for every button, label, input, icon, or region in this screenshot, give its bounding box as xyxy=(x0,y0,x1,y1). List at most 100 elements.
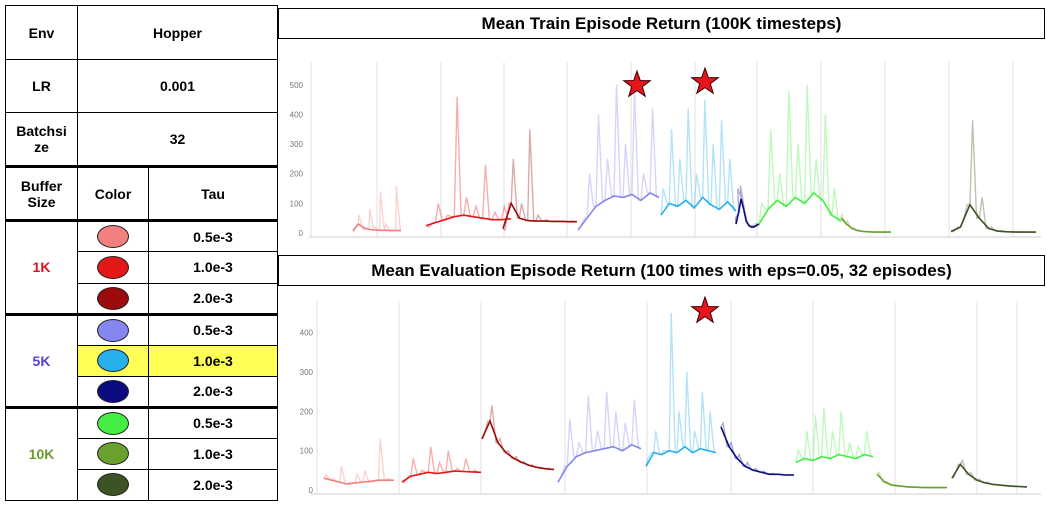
series-raw-line-1k-1.0e-3 xyxy=(402,446,481,483)
series-line-1k-0.5e-3 xyxy=(352,223,401,232)
y-tick-label: 300 xyxy=(300,368,314,377)
y-tick-label: 0 xyxy=(299,229,304,238)
color-swatch-cell xyxy=(77,437,149,470)
color-swatch-cell xyxy=(77,468,149,502)
color-swatch xyxy=(97,286,129,310)
series-raw-line-1k-0.5e-3 xyxy=(323,438,394,485)
color-swatch xyxy=(97,442,129,466)
series-raw-line-5k-1.0e-3 xyxy=(645,312,716,467)
color-swatch-cell xyxy=(77,251,149,284)
table-row: 1.0e-3 xyxy=(6,251,278,284)
series-raw-line-1k-2.0e-3 xyxy=(502,129,577,232)
lr-label: LR xyxy=(5,59,78,114)
tau-value: 0.5e-3 xyxy=(148,312,278,346)
lr-value: 0.001 xyxy=(77,59,278,114)
color-swatch xyxy=(97,411,129,435)
series-line-1k-1.0e-3 xyxy=(425,214,512,227)
series-raw-line-1k-1.0e-3 xyxy=(425,96,511,228)
series-line-5k-1.0e-3 xyxy=(660,196,737,216)
series-raw-line-5k-2.0e-3 xyxy=(720,420,794,476)
series-line-5k-0.5e-3 xyxy=(577,192,660,231)
series-raw-line-10k-2.0e-3 xyxy=(951,120,1036,233)
env-label: Env xyxy=(5,4,78,61)
series-raw-line-5k-1.0e-3 xyxy=(660,99,736,216)
table-row: 2.0e-3 xyxy=(6,282,278,315)
eval-chart-title: Mean Evaluation Episode Return (100 time… xyxy=(278,255,1045,286)
color-swatch-cell xyxy=(77,344,149,377)
table-row: LR 0.001 xyxy=(5,59,278,114)
table-row: 5K 0.5e-3 xyxy=(5,312,278,408)
series-raw-line-10k-1.0e-3 xyxy=(876,471,947,489)
color-swatch-cell xyxy=(77,282,149,315)
series-raw-line-10k-0.5e-3 xyxy=(795,407,873,463)
series-line-10k-0.5e-3 xyxy=(758,191,842,225)
series-line-5k-0.5e-3 xyxy=(557,443,642,483)
y-tick-label: 200 xyxy=(300,407,314,416)
tau-value: 2.0e-3 xyxy=(148,282,278,315)
color-swatch-cell xyxy=(77,219,149,253)
env-value: Hopper xyxy=(77,4,278,61)
color-swatch xyxy=(97,349,129,373)
series-line-1k-0.5e-3 xyxy=(323,477,394,485)
series-line-1k-2.0e-3 xyxy=(502,201,577,229)
series-line-5k-1.0e-3 xyxy=(645,445,717,467)
tau-value: 2.0e-3 xyxy=(148,375,278,408)
color-swatch-cell xyxy=(77,312,149,346)
best-run-star-marker xyxy=(622,69,652,98)
series-raw-line-10k-0.5e-3 xyxy=(758,84,841,225)
table-row: Batchsi ze 32 xyxy=(5,112,278,168)
series-line-10k-1.0e-3 xyxy=(840,217,891,233)
train-chart: 0 100 200 300 400 500 xyxy=(290,62,1041,238)
series-line-10k-0.5e-3 xyxy=(795,453,874,464)
train-chart-title: Mean Train Episode Return (100K timestep… xyxy=(278,8,1045,39)
series-raw-line-5k-0.5e-3 xyxy=(557,391,641,483)
series-line-10k-1.0e-3 xyxy=(876,473,947,489)
config-table: Env Hopper LR 0.001 Batchsi ze 32 Buffer Size C… xyxy=(5,4,278,502)
y-tick-label: 100 xyxy=(300,447,314,456)
tau-value: 1.0e-3 xyxy=(148,344,278,377)
batchsize-label: Batchsi ze xyxy=(5,112,78,168)
buffer-size-10k: 10K xyxy=(5,405,78,502)
series-line-5k-2.0e-3 xyxy=(720,426,794,476)
y-tick-label: 300 xyxy=(290,140,304,149)
buffer-size-5k: 5K xyxy=(5,312,78,408)
tau-value: 1.0e-3 xyxy=(148,251,278,284)
y-tick-label: 0 xyxy=(309,486,314,495)
table-row: 10K 0.5e-3 xyxy=(5,405,278,502)
buffer-size-1k: 1K xyxy=(5,219,78,315)
color-swatch xyxy=(97,225,129,249)
tau-value: 2.0e-3 xyxy=(148,468,278,502)
color-swatch xyxy=(97,255,129,279)
best-run-star-marker xyxy=(690,66,720,95)
series-raw-line-5k-0.5e-3 xyxy=(577,84,659,231)
color-swatch-cell xyxy=(77,405,149,439)
eval-chart: 0 100 200 300 400 xyxy=(300,295,1041,495)
color-header: Color xyxy=(77,165,149,222)
table-row: Buffer Size Color Tau xyxy=(5,165,278,222)
series-line-5k-2.0e-3 xyxy=(735,198,760,228)
series-line-1k-1.0e-3 xyxy=(401,470,482,483)
color-swatch xyxy=(97,379,129,403)
y-tick-label: 200 xyxy=(290,170,304,179)
tau-value: 0.5e-3 xyxy=(148,405,278,439)
tau-header: Tau xyxy=(148,165,278,222)
color-swatch-cell xyxy=(77,375,149,408)
table-row: Env Hopper xyxy=(5,4,278,61)
color-swatch xyxy=(97,473,129,497)
batchsize-value: 32 xyxy=(77,112,278,168)
config-table-body: Env Hopper LR 0.001 Batchsi ze 32 Buffer Size C… xyxy=(5,4,278,502)
table-row: 1K 0.5e-3 xyxy=(5,219,278,315)
tau-value: 1.0e-3 xyxy=(148,437,278,470)
series-line-10k-2.0e-3 xyxy=(950,203,1036,233)
y-tick-label: 400 xyxy=(300,329,314,338)
color-swatch xyxy=(97,318,129,342)
series-line-1k-2.0e-3 xyxy=(481,418,555,471)
y-tick-label: 100 xyxy=(290,199,304,208)
y-tick-label: 500 xyxy=(290,81,304,90)
table-row: 2.0e-3 xyxy=(6,468,278,502)
series-line-10k-2.0e-3 xyxy=(951,463,1028,488)
tau-value: 0.5e-3 xyxy=(148,219,278,253)
best-run-star-marker xyxy=(690,295,720,324)
series-raw-line-10k-1.0e-3 xyxy=(840,213,891,233)
y-tick-label: 400 xyxy=(290,110,304,119)
